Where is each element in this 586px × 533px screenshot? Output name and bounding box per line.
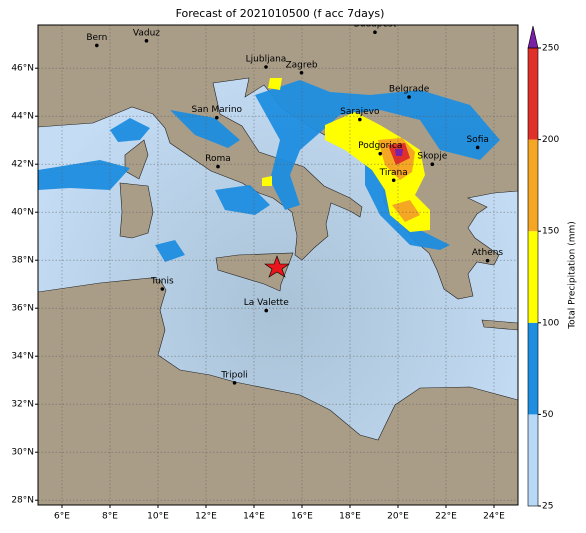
city-label: Ljubljana — [246, 55, 287, 65]
city-dot — [430, 162, 435, 166]
colorbar-segment — [528, 231, 538, 323]
colorbar: 25 50 100 150 200 250 — [527, 25, 559, 512]
city-label: Belgrade — [389, 85, 430, 95]
x-tick-label: 8°E — [102, 512, 118, 522]
city-label: La Valette — [244, 298, 289, 308]
x-tick-label: 22°E — [435, 512, 457, 522]
y-tick-label: 44°N — [11, 112, 34, 122]
land-sardinia — [119, 182, 154, 239]
title: Forecast of 2021010500 (f acc 7days) — [176, 7, 385, 20]
city-label: San Marino — [192, 105, 243, 115]
city-label: Athens — [472, 248, 503, 258]
y-tick-label: 30°N — [11, 448, 34, 458]
city-label: Tripoli — [220, 370, 248, 380]
land-crete — [481, 319, 518, 331]
y-tick-label: 42°N — [11, 160, 34, 170]
city-label: Vaduz — [133, 28, 160, 38]
y-tick-label: 34°N — [11, 352, 34, 362]
city-dot — [378, 151, 383, 156]
city-dot — [160, 287, 165, 291]
colorbar-segment — [528, 139, 538, 232]
land-corsica — [124, 139, 149, 180]
city-label: Tirana — [379, 168, 408, 178]
colorbar-tick-label: 200 — [542, 135, 559, 145]
city-label: Roma — [205, 154, 231, 164]
precip-high — [262, 78, 430, 232]
city-dot — [144, 39, 149, 43]
y-tick-label: 40°N — [11, 208, 34, 218]
colorbar-label: Total Precipitation (mm) — [568, 221, 578, 330]
city-label: Zagreb — [285, 60, 317, 70]
city-dot — [264, 308, 269, 313]
y-tick-label: 32°N — [11, 400, 34, 410]
x-tick-label: 6°E — [54, 512, 70, 522]
colorbar-tick-label: 250 — [542, 44, 559, 54]
city-dot — [299, 70, 304, 75]
city-label: Podgorica — [358, 141, 402, 151]
city-label: Skopje — [417, 152, 447, 162]
colorbar-frame — [527, 47, 539, 507]
city-dot — [373, 30, 377, 34]
city-dot — [215, 115, 219, 120]
city-dot — [95, 43, 99, 48]
colorbar-extend — [527, 25, 539, 49]
colorbar-tick-label: 50 — [542, 410, 554, 420]
y-tick-label: 28°N — [11, 496, 34, 506]
city-dot — [264, 65, 268, 69]
colorbar-segment — [528, 48, 538, 140]
graticule — [38, 25, 518, 505]
city-dot — [391, 178, 396, 183]
y-tick-label: 36°N — [11, 304, 34, 314]
y-tick-label: 46°N — [11, 64, 34, 74]
x-tick-label: 24°E — [483, 512, 505, 522]
city-dot — [485, 258, 490, 263]
city-label: Tunis — [150, 277, 174, 287]
map-frame — [37, 24, 519, 506]
colorbar-tick-label: 100 — [542, 318, 559, 328]
city-dot — [475, 145, 480, 150]
city-label: Sofia — [466, 135, 488, 145]
city-dot — [407, 95, 411, 99]
y-tick-label: 38°N — [11, 256, 34, 266]
event-star — [264, 255, 290, 278]
colorbar-tick-label: 150 — [542, 227, 559, 237]
city-dot — [216, 164, 220, 169]
city-label: Bern — [86, 33, 107, 43]
x-tick-label: 14°E — [243, 512, 265, 522]
city-dot — [358, 117, 362, 122]
colorbar-segment — [528, 322, 538, 415]
city-label: Sarajevo — [340, 107, 380, 117]
x-tick-label: 16°E — [291, 512, 313, 522]
colorbar-segment — [528, 414, 538, 506]
x-tick-label: 18°E — [339, 512, 361, 522]
x-tick-label: 12°E — [195, 512, 217, 522]
land-sicily — [215, 252, 294, 292]
x-tick-label: 10°E — [147, 512, 169, 522]
colorbar-tick-label: 25 — [542, 502, 553, 512]
x-tick-label: 20°E — [387, 512, 409, 522]
city-dot — [232, 381, 237, 385]
city-label: Budapest — [354, 20, 397, 30]
